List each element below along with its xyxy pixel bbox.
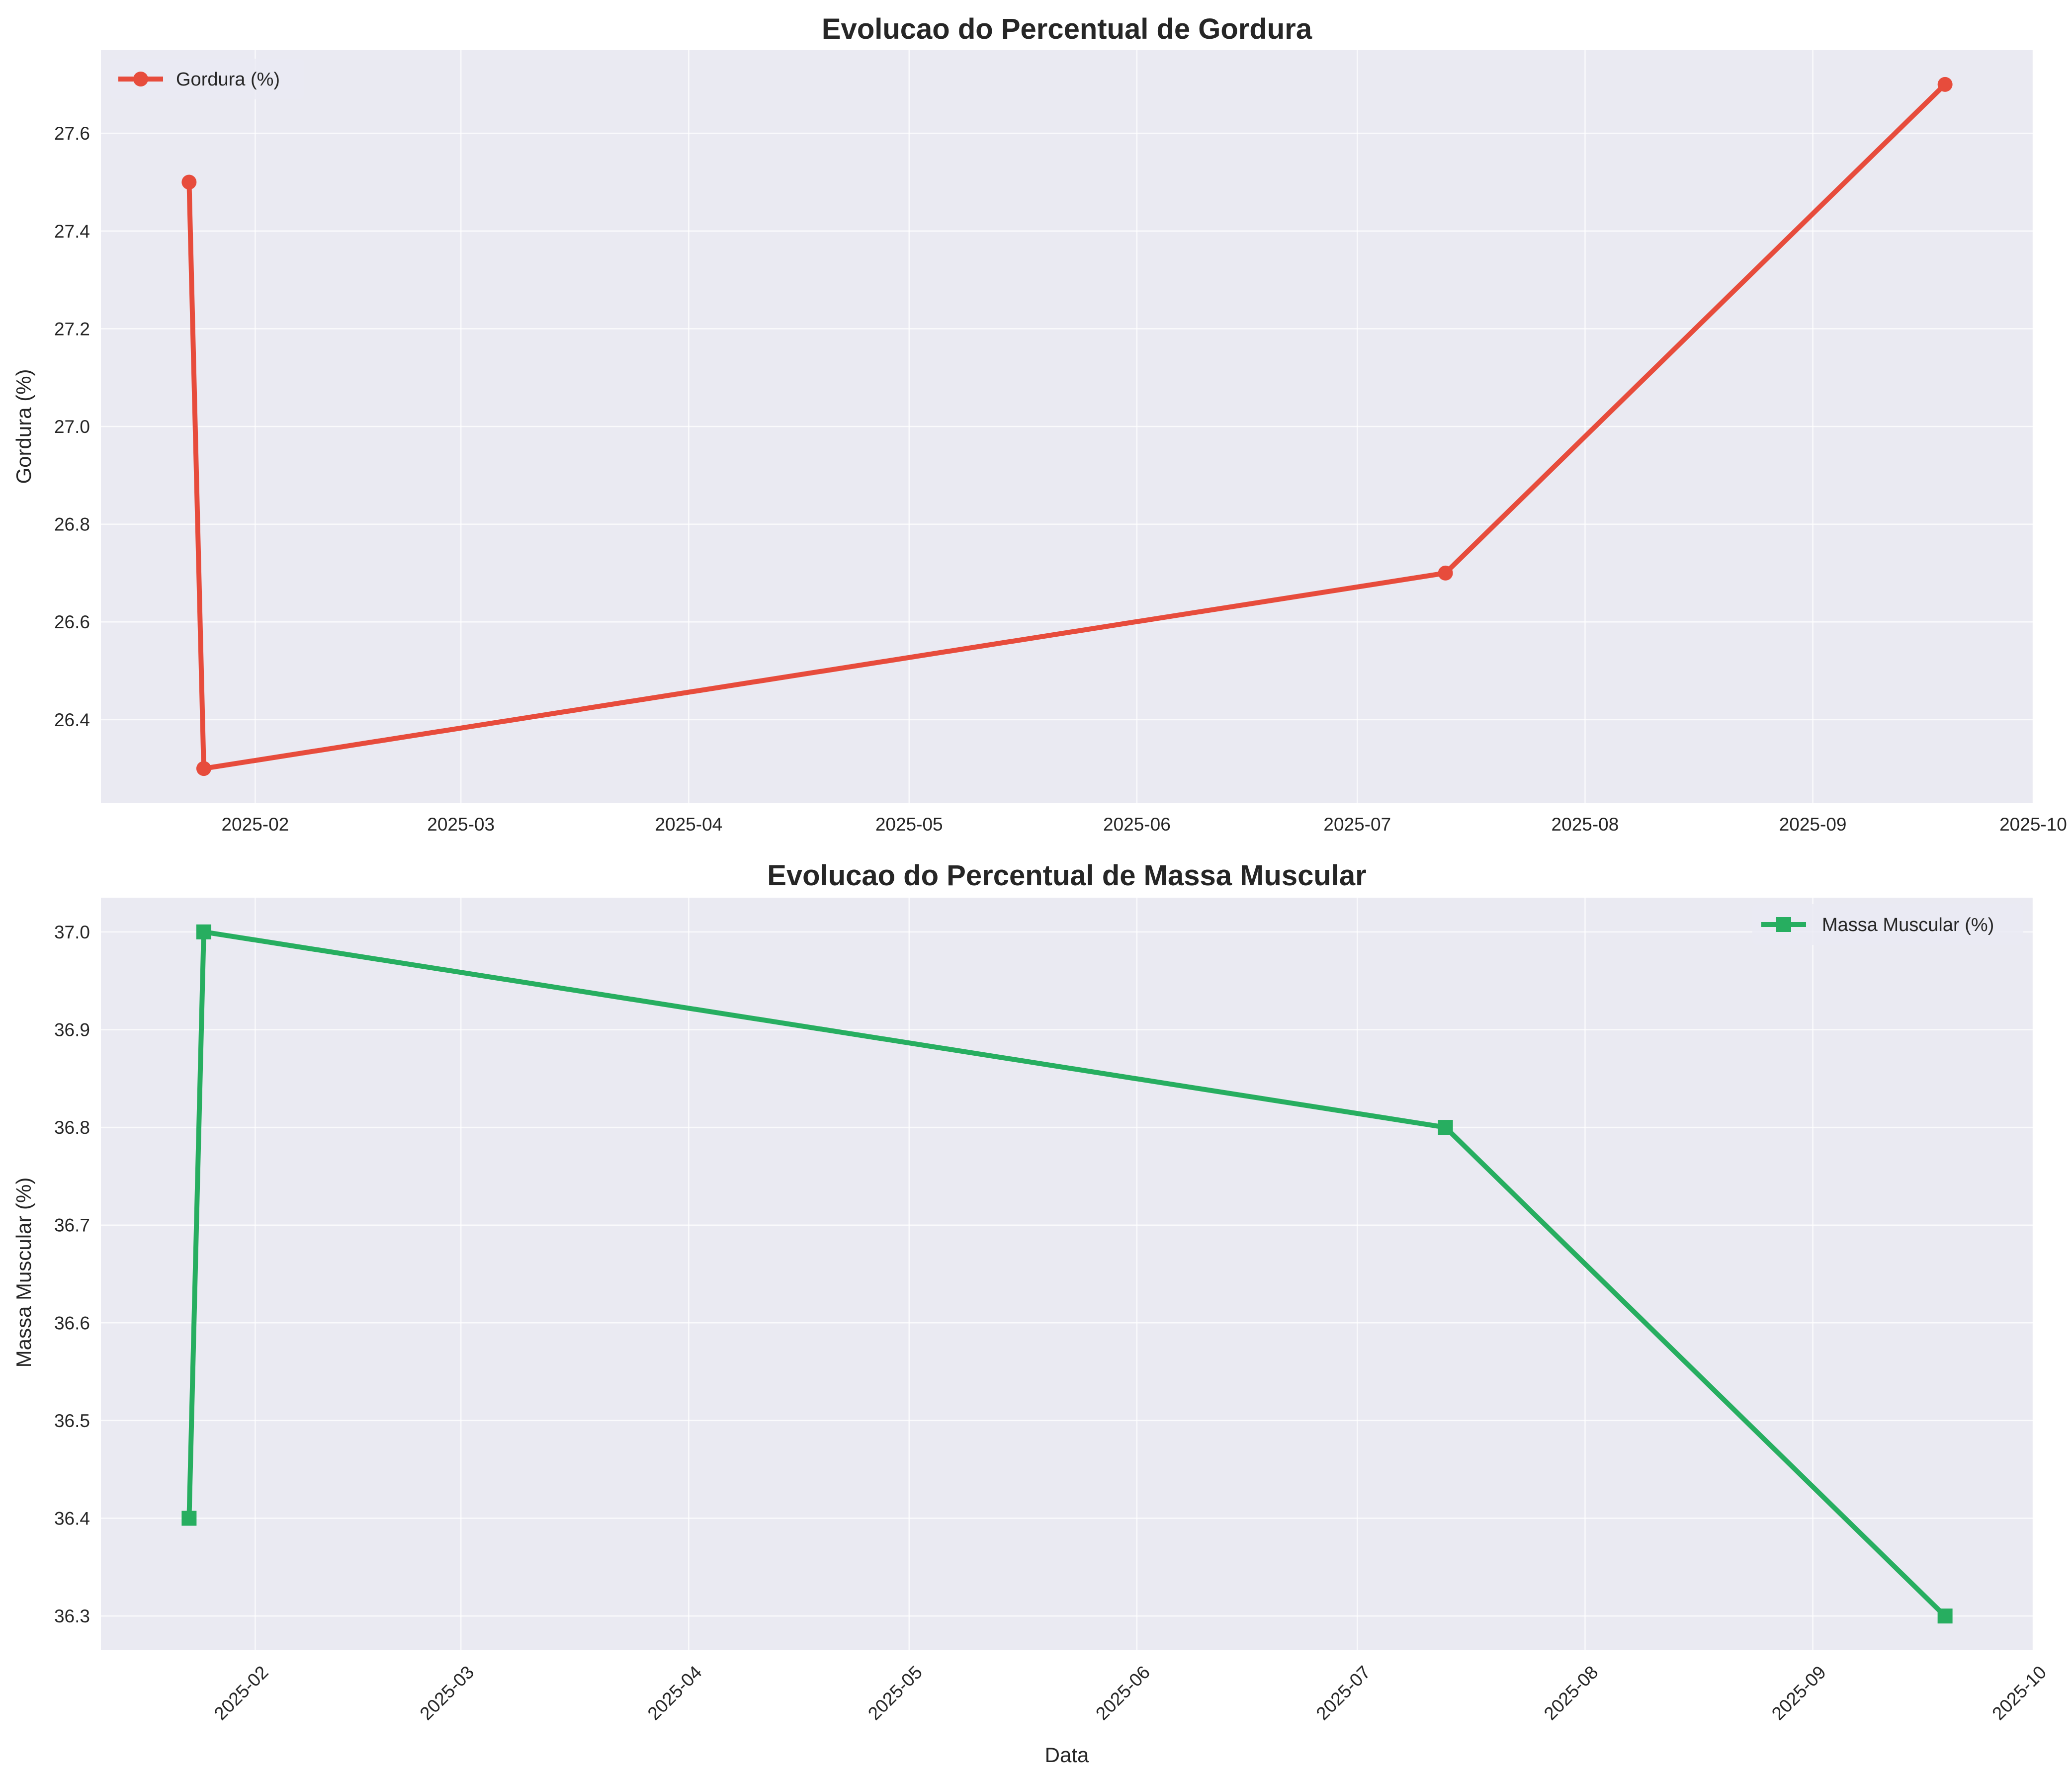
x-tick-label: 2025-05 (875, 814, 943, 835)
y-axis-label: Gordura (%) (12, 369, 35, 484)
x-tick-label: 2025-06 (1092, 1662, 1154, 1724)
grid-lines (101, 50, 2034, 803)
x-tick-label: 2025-04 (655, 814, 722, 835)
y-tick-label: 36.5 (54, 1411, 90, 1431)
gordura-chart-panel: Evolucao do Percentual de Gordura 2025-0… (12, 13, 2067, 835)
series-layer (181, 924, 1953, 1624)
x-tick-label: 2025-03 (416, 1662, 478, 1724)
x-tick-label: 2025-06 (1103, 814, 1171, 835)
data-point (196, 761, 211, 776)
x-axis-label: Data (1045, 1743, 1089, 1767)
y-tick-label: 36.4 (54, 1509, 90, 1529)
data-point (196, 924, 211, 939)
y-axis-label: Massa Muscular (%) (12, 1178, 35, 1368)
series-layer (181, 77, 1953, 776)
y-tick-label: 36.8 (54, 1117, 90, 1138)
data-point (1937, 1608, 1953, 1624)
data-point (1937, 77, 1953, 92)
legend-box (1752, 904, 2023, 945)
x-tick-labels: 2025-02 2025-03 2025-04 2025-05 2025-06 2025-… (221, 814, 2067, 835)
x-tick-label: 2025-03 (427, 814, 495, 835)
chart-title: Evolucao do Percentual de Gordura (822, 13, 1312, 45)
data-point (181, 174, 197, 190)
y-tick-label: 27.6 (54, 123, 90, 144)
data-point (1438, 565, 1453, 581)
legend: Gordura (%) (110, 59, 304, 99)
legend-label-massa-muscular: Massa Muscular (%) (1822, 915, 1994, 935)
legend: Massa Muscular (%) (1752, 904, 2023, 945)
massa-muscular-chart-panel: Evolucao do Percentual de Massa Muscular… (12, 859, 2050, 1767)
y-tick-label: 36.9 (54, 1019, 90, 1040)
x-tick-label: 2025-10 (1988, 1662, 2050, 1724)
legend-marker-massa-muscular (1776, 917, 1791, 932)
legend-box (110, 59, 304, 99)
legend-label-gordura: Gordura (%) (176, 69, 280, 90)
x-tick-label: 2025-02 (210, 1662, 272, 1724)
series-line-massa-muscular (186, 929, 1948, 1619)
data-point (1438, 1120, 1453, 1135)
y-tick-label: 36.7 (54, 1215, 90, 1236)
x-tick-label: 2025-08 (1540, 1662, 1602, 1724)
x-tick-label: 2025-07 (1323, 814, 1391, 835)
y-tick-label: 36.6 (54, 1313, 90, 1333)
y-tick-label: 26.6 (54, 612, 90, 632)
x-tick-label: 2025-09 (1768, 1662, 1830, 1724)
legend-marker-gordura (133, 72, 148, 86)
x-tick-label: 2025-02 (221, 814, 289, 835)
x-tick-label: 2025-05 (864, 1662, 926, 1724)
chart-title: Evolucao do Percentual de Massa Muscular (767, 859, 1367, 892)
plot-area-background (101, 898, 2033, 1650)
x-tick-label: 2025-08 (1552, 814, 1619, 835)
x-tick-label: 2025-07 (1312, 1662, 1375, 1724)
y-tick-labels: 36.3 36.4 36.5 36.6 36.7 36.8 36.9 37.0 (54, 922, 90, 1626)
series-line-gordura (186, 82, 1948, 771)
y-tick-label: 36.3 (54, 1606, 90, 1626)
x-tick-label: 2025-10 (1999, 814, 2067, 835)
data-point (181, 1511, 197, 1526)
x-tick-label: 2025-09 (1779, 814, 1847, 835)
grid-lines (101, 898, 2034, 1650)
y-tick-label: 27.4 (54, 221, 90, 242)
y-tick-label: 26.4 (54, 710, 90, 730)
x-tick-labels: 2025-02 2025-03 2025-04 2025-05 2025-06 2025-… (210, 1662, 2051, 1724)
y-tick-label: 26.8 (54, 514, 90, 535)
y-tick-label: 27.2 (54, 319, 90, 339)
y-tick-label: 37.0 (54, 922, 90, 942)
y-tick-labels: 26.4 26.6 26.8 27.0 27.2 27.4 27.6 (54, 123, 90, 730)
y-tick-label: 27.0 (54, 417, 90, 437)
x-tick-label: 2025-04 (644, 1662, 706, 1724)
